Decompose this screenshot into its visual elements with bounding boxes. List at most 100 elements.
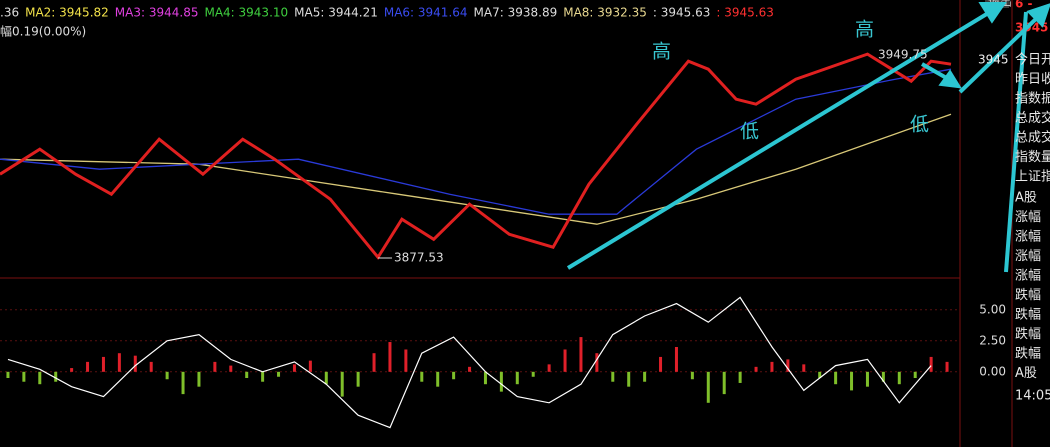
side-label: 今日开: [1015, 52, 1050, 68]
arrows: [566, 2, 1050, 273]
macd-bar: [292, 364, 296, 372]
side-label: 总成交: [1015, 130, 1050, 146]
macd-bar: [547, 364, 551, 372]
legend-item: MA2: 3945.82: [25, 6, 109, 20]
side-label: A股: [1015, 191, 1037, 206]
legend-item: MA4: 3943.10: [204, 6, 288, 20]
macd-bar: [499, 371, 503, 392]
price-line: [0, 68, 952, 215]
macd-bar: [865, 371, 869, 387]
side-label: 跌幅: [1015, 346, 1041, 362]
arrow-head: [1026, 3, 1050, 28]
macd-bar: [436, 371, 440, 387]
macd-bar: [149, 361, 153, 372]
trend-arrow: [566, 10, 992, 270]
macd-bar: [324, 371, 328, 385]
macd-bar: [356, 371, 360, 387]
macd-bar: [834, 371, 838, 385]
macd-bar: [165, 371, 169, 380]
arrow-head: [978, 2, 1007, 24]
macd-bar: [595, 353, 599, 372]
side-label: A股: [1015, 366, 1037, 381]
side-label: 跌幅: [1015, 326, 1041, 342]
macd-bar: [404, 349, 408, 372]
dif-line: [7, 296, 932, 429]
macd-bar: [6, 371, 10, 378]
low-label: 3877.53: [394, 251, 444, 265]
legend-item: MA6: 3941.64: [384, 6, 468, 20]
annotation: 低: [740, 121, 759, 143]
arrow-head: [938, 69, 962, 89]
macd-bar: [38, 371, 42, 385]
legend-item: MA8: 3932.35: [563, 6, 647, 20]
top-value: 6 -: [1015, 0, 1033, 11]
macd-bar: [483, 371, 487, 385]
y-tick-label: 5.00: [979, 302, 1006, 316]
legend-item: MA5: 3944.21: [294, 6, 378, 20]
macd-bar: [818, 371, 822, 378]
y-tick-label: 2.50: [979, 333, 1006, 347]
side-label: 昨日收: [1015, 72, 1050, 87]
time: 14:05: [1015, 389, 1050, 404]
macd-bar: [674, 347, 678, 372]
macd-bar: [786, 359, 790, 372]
macd-bar: [659, 356, 663, 372]
macd-bar: [754, 366, 758, 372]
macd-bar: [802, 364, 806, 372]
macd-bar: [643, 371, 647, 382]
side-label: 跌幅: [1015, 307, 1041, 323]
macd-bar: [881, 371, 885, 382]
legend-item: MA3: 3944.85: [115, 6, 199, 20]
trend-arrow: [1004, 11, 1028, 273]
macd-bar: [531, 371, 535, 377]
side-label: 涨幅: [1015, 210, 1041, 225]
macd-bar: [340, 371, 344, 397]
legend-item: : 3945.63: [716, 6, 773, 20]
macd-bar: [579, 337, 583, 372]
macd-bar: [261, 371, 265, 382]
side-label: 涨幅: [1015, 269, 1041, 284]
macd-bar: [913, 371, 917, 378]
macd-bar: [277, 371, 281, 377]
side-label: 上证指: [1015, 170, 1050, 185]
side-label: 指数量: [1015, 150, 1050, 165]
macd-bar: [738, 371, 742, 383]
macd-bar: [372, 353, 376, 372]
macd-bar: [86, 361, 90, 372]
macd-bar: [308, 360, 312, 372]
price-line: [0, 52, 952, 260]
macd-bar: [420, 371, 424, 382]
macd-bar: [213, 361, 217, 372]
side-label: 总成交: [1015, 110, 1050, 126]
macd-bar: [133, 355, 137, 372]
macd-bar: [897, 371, 901, 385]
macd-bar: [945, 361, 949, 372]
macd-bar: [22, 371, 26, 382]
legend-item: : 3945.63: [653, 6, 710, 20]
side-label: 跌幅: [1015, 287, 1041, 303]
macd-bar: [197, 371, 201, 387]
high-label: 3949.75: [878, 48, 928, 62]
macd-bar: [54, 371, 58, 382]
legend-item: MA7: 3938.89: [474, 6, 558, 20]
macd-bar: [929, 356, 933, 372]
macd-bar: [117, 353, 121, 372]
macd-bar: [722, 371, 726, 395]
y-tick-label: 0.00: [979, 364, 1006, 378]
annotation: 高: [652, 41, 671, 63]
side-label: 指数振: [1015, 92, 1050, 107]
price-axis-label: 3945: [978, 53, 1009, 67]
macd-bar: [770, 361, 774, 372]
macd-bar: [245, 371, 249, 378]
macd-bar: [563, 349, 567, 372]
side-label: 涨幅: [1015, 249, 1041, 264]
macd-bar: [627, 371, 631, 387]
side-label: 涨幅: [1015, 230, 1041, 245]
macd-bar: [611, 371, 615, 382]
macd-bar: [706, 371, 710, 403]
annotation: 低: [910, 114, 929, 136]
change-text: 幅0.19(0.00%): [0, 24, 86, 39]
macd-bar: [181, 371, 185, 395]
